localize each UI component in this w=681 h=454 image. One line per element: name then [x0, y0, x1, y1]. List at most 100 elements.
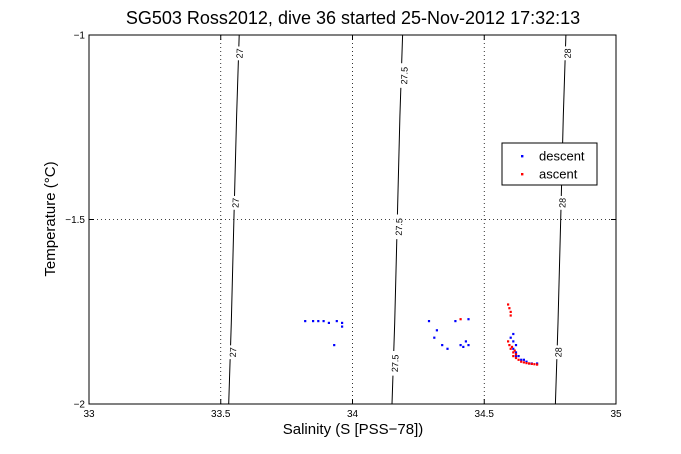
contour-label: 27: [228, 347, 238, 357]
data-point-descent: [522, 358, 525, 361]
data-point-ascent: [507, 340, 510, 343]
contour-label: 28: [553, 347, 563, 357]
contour-label: 27: [235, 48, 245, 58]
contour-label-bg: [392, 214, 405, 240]
contour-label-group: 28: [561, 46, 574, 61]
data-point-ascent: [459, 318, 462, 321]
legend: descent ascent: [501, 142, 598, 186]
data-point-ascent: [522, 361, 525, 364]
legend-marker-ascent: [521, 173, 524, 176]
data-point-ascent: [508, 307, 511, 310]
data-point-ascent: [512, 355, 515, 358]
data-point-descent: [441, 344, 444, 347]
contour-label-bg: [233, 46, 245, 61]
contour-label-bg: [552, 345, 564, 360]
data-point-descent: [467, 344, 470, 347]
contour-label: 27.5: [399, 67, 410, 85]
data-point-descent: [467, 318, 470, 321]
contour-label: 28: [563, 48, 573, 58]
data-point-descent: [464, 340, 467, 343]
data-point-descent: [304, 320, 307, 323]
data-point-descent: [435, 329, 438, 332]
data-point-descent: [512, 332, 515, 336]
data-point-ascent: [509, 347, 512, 350]
contour-label-group: 27.5: [397, 63, 410, 89]
data-point-descent: [509, 336, 512, 339]
data-point-descent: [333, 344, 336, 347]
x-tick-label: 33.5: [211, 409, 231, 420]
data-point-ascent: [528, 362, 531, 365]
contour-label-group: 28: [552, 345, 564, 360]
contour-label-bg: [561, 46, 574, 61]
legend-label-descent: descent: [539, 149, 585, 164]
chart-title: SG503 Ross2012, dive 36 started 25-Nov-2…: [126, 8, 580, 28]
data-point-descent: [327, 321, 330, 324]
data-point-descent: [454, 320, 457, 323]
data-point-descent: [514, 351, 518, 354]
contour-label: 28: [557, 198, 567, 208]
y-tick-label: −2: [74, 400, 86, 411]
contour-label: 27.5: [394, 218, 405, 236]
data-point-ascent: [509, 310, 512, 313]
data-point-ascent: [510, 345, 514, 348]
y-axis-label: Temperature (°C): [42, 161, 59, 276]
data-point-ascent: [507, 303, 510, 306]
data-point-ascent: [514, 353, 518, 356]
data-point-descent: [512, 347, 515, 350]
contour-label-bg: [556, 195, 568, 210]
data-point-descent: [525, 360, 528, 363]
y-tick-label: −1.5: [65, 215, 85, 226]
legend-box: [501, 142, 598, 186]
contour-label-group: 27: [229, 195, 241, 210]
legend-label-ascent: ascent: [539, 167, 578, 182]
contour-label-bg: [388, 350, 401, 376]
x-tick-label: 34: [347, 409, 359, 420]
data-point-descent: [312, 320, 315, 323]
data-point-descent: [514, 344, 518, 347]
x-tick-label: 34.5: [475, 409, 495, 420]
x-tick-label: 35: [610, 409, 622, 420]
plot-area: 27 27 27 27.5 27.5 27.5 28 28 28 33 33.5 34 34.5 35 −2…: [65, 31, 622, 421]
contour-label-bg: [397, 63, 410, 89]
contour-label-bg: [226, 345, 239, 360]
contour-label: 27.5: [390, 354, 401, 372]
data-point-descent: [433, 336, 436, 339]
contour-label-group: 27: [233, 46, 245, 61]
contour-label-group: 27.5: [388, 350, 401, 376]
data-point-ascent: [525, 362, 528, 365]
data-point-descent: [514, 355, 518, 358]
data-point-ascent: [512, 351, 515, 354]
data-point-ascent: [536, 363, 539, 366]
legend-marker-descent: [521, 155, 524, 158]
contour-label-group: 28: [556, 195, 568, 210]
data-point-descent: [427, 320, 431, 323]
contour-label-bg: [229, 195, 241, 210]
contour-label-group: 27: [226, 345, 239, 360]
data-point-descent: [341, 325, 344, 328]
data-point-descent: [520, 358, 523, 361]
data-point-descent: [462, 345, 465, 348]
data-point-descent: [446, 347, 449, 350]
data-point-ascent: [517, 358, 520, 361]
data-point-ascent: [520, 360, 523, 363]
x-axis-label: Salinity (S [PSS−78]): [283, 421, 423, 438]
data-point-descent: [341, 321, 344, 324]
data-point-ascent: [514, 356, 518, 360]
data-point-descent: [517, 355, 520, 358]
contour-label-group: 27.5: [392, 214, 405, 240]
data-point-descent: [335, 320, 338, 323]
data-point-descent: [322, 320, 325, 323]
data-point-ascent: [533, 363, 536, 366]
x-tick-label: 33: [83, 409, 95, 420]
data-point-descent: [459, 344, 462, 347]
data-point-descent: [512, 340, 515, 343]
data-point-ascent: [508, 344, 511, 347]
data-point-ascent: [530, 362, 533, 365]
data-point-descent: [317, 320, 320, 323]
contour-label: 27: [231, 198, 241, 208]
data-point-ascent: [513, 349, 516, 352]
data-point-ascent: [509, 314, 512, 317]
y-tick-label: −1: [74, 31, 86, 42]
